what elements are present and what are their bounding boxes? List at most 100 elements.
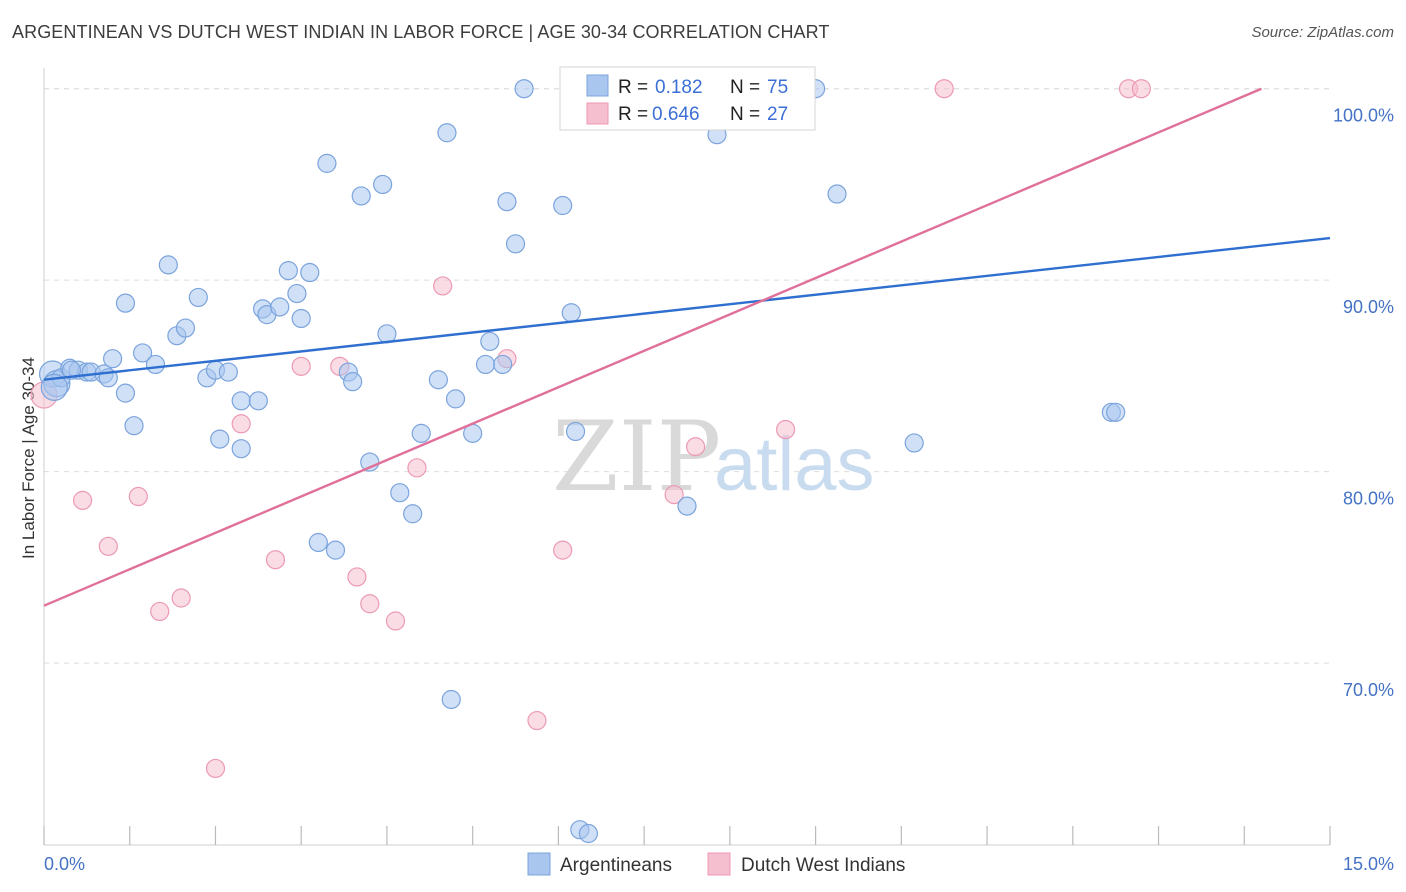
dutch-west-indians-point-21 [685, 437, 706, 457]
argentineans-point-58 [565, 421, 586, 442]
legend-n-value-blue: 75 [767, 77, 788, 98]
legend-r-label-blue: R = [618, 77, 648, 98]
argentineans-point-32 [300, 262, 320, 283]
argentineans-point-51 [480, 331, 500, 352]
argentineans-point-33 [308, 532, 328, 553]
argentineans-point-38 [351, 186, 371, 206]
argentineans-point-74 [61, 360, 82, 380]
argentineans-point-21 [210, 429, 230, 449]
series-swatch-argentineans [527, 852, 551, 876]
argentineans-point-46 [437, 123, 457, 143]
dutch-west-indians-point-1 [72, 490, 93, 510]
legend-r-label-pink: R = [618, 104, 648, 125]
argentineans-point-35 [325, 540, 346, 560]
x-tick-label-max: 15.0% [1343, 854, 1394, 874]
dutch-west-indians-point-11 [347, 567, 367, 587]
y-tick-label-70: 70.0% [1343, 680, 1394, 700]
dutch-west-indians-point-14 [407, 458, 427, 478]
legend-r-value-blue: 0.182 [655, 77, 703, 98]
argentineans-point-12 [115, 293, 136, 313]
series-legend: Argentineans Dutch West Indians [527, 852, 905, 876]
watermark-zip: ZIP [552, 401, 721, 513]
x-tick-label-min: 0.0% [44, 854, 85, 874]
argentineans-point-15 [158, 255, 178, 275]
legend-n-label-pink: N = [730, 104, 760, 125]
argentineans-point-34 [317, 153, 337, 173]
y-tick-label-100: 100.0% [1333, 106, 1394, 126]
dutch-west-indians-point-5 [171, 588, 191, 608]
argentineans-point-56 [553, 195, 573, 216]
argentineans-point-23 [231, 391, 251, 411]
dutch-west-indians-point-2 [98, 536, 118, 556]
y-tick-label-80: 80.0% [1343, 489, 1394, 509]
watermark-atlas: atlas [714, 422, 875, 507]
argentineans-point-44 [411, 423, 431, 443]
dutch-west-indians-point-4 [150, 601, 170, 622]
trend-lines [43, 87, 1331, 607]
argentineans-point-29 [278, 261, 298, 281]
argentineans-point-47 [441, 689, 461, 710]
argentineans-point-18 [188, 287, 208, 308]
legend-swatch-pink [586, 102, 609, 125]
argentineans-trend-line [43, 236, 1331, 381]
dutch-west-indians-point-26 [1131, 79, 1151, 99]
argentineans-point-45 [428, 370, 448, 390]
legend-r-value-pink: 0.646 [652, 104, 700, 125]
dutch-west-indians-point-20 [664, 485, 684, 505]
argentineans-point-50 [475, 354, 496, 375]
legend-n-label-blue: N = [730, 77, 760, 98]
y-tick-label-90: 90.0% [1343, 297, 1394, 317]
series-swatch-dutch-west-indians [707, 852, 731, 876]
argentineans-point-43 [403, 504, 423, 524]
argentineans-point-60 [578, 823, 599, 844]
dutch-west-indians-point-18 [553, 540, 573, 560]
dutch-west-indians-trend-line [43, 87, 1262, 607]
dutch-west-indians-point-3 [128, 486, 148, 507]
y-axis-label: In Labor Force | Age 30-34 [19, 357, 38, 559]
argentineans-point-64 [677, 496, 697, 516]
series-label-argentineans: Argentineans [560, 855, 672, 876]
source-label: Source: ZipAtlas.com [1251, 24, 1394, 41]
argentineans-point-54 [505, 234, 526, 254]
argentineans-point-30 [287, 283, 307, 304]
argentineans-point-52 [493, 354, 513, 375]
dutch-west-indians-point-6 [205, 758, 226, 779]
argentineans-point-73 [40, 373, 68, 402]
argentineans-point-13 [132, 343, 153, 363]
argentineans-point-55 [514, 79, 534, 99]
x-ticks [43, 826, 1331, 845]
argentineans-point-48 [445, 389, 466, 409]
correlation-legend: R = 0.182 N = 75 R = 0.646 N = 27 [559, 66, 816, 131]
argentineans-point-69 [827, 184, 847, 204]
dutch-west-indians-point-24 [934, 79, 954, 99]
legend-swatch-blue [586, 74, 609, 97]
dutch-west-indians-point-15 [433, 276, 453, 296]
chart-title: ARGENTINEAN VS DUTCH WEST INDIAN IN LABO… [12, 22, 830, 42]
argentineans-point-11 [124, 416, 144, 436]
argentineans-point-40 [373, 174, 393, 195]
argentineans-point-24 [231, 439, 251, 459]
dutch-west-indians-point-9 [291, 356, 311, 376]
y-tick-labels: 70.0% 80.0% 90.0% 100.0% [1333, 106, 1394, 700]
argentineans-point-9 [102, 349, 123, 369]
legend-n-value-pink: 27 [767, 104, 788, 125]
dutch-west-indians-point-7 [231, 414, 251, 434]
dutch-west-indians-point-13 [385, 611, 406, 631]
argentineans-point-25 [248, 391, 268, 411]
series-label-dutch-west-indians: Dutch West Indians [741, 855, 905, 876]
argentineans-point-57 [561, 303, 581, 323]
dutch-west-indians-point-8 [265, 550, 286, 570]
dutch-west-indians-point-23 [775, 419, 796, 440]
argentineans-point-10 [115, 383, 136, 403]
argentineans-point-37 [343, 372, 363, 392]
argentineans-point-70 [904, 433, 924, 453]
argentineans-point-72 [1106, 402, 1126, 422]
axes [43, 68, 1330, 846]
argentineans-point-53 [497, 192, 517, 212]
argentineans-point-17 [175, 318, 196, 338]
argentineans-point-42 [390, 483, 410, 503]
watermark: ZIP atlas [552, 401, 875, 513]
dutch-west-indians-point-17 [527, 710, 547, 731]
argentineans-point-28 [270, 297, 290, 317]
